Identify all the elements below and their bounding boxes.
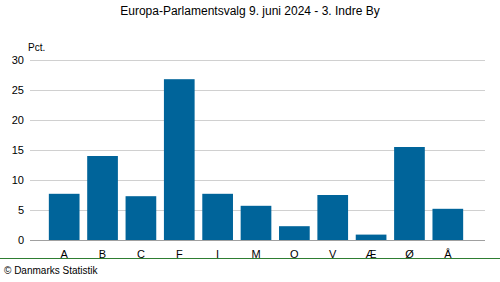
baseline xyxy=(30,240,485,241)
grid-line xyxy=(30,90,485,91)
bar xyxy=(241,206,272,240)
bar xyxy=(202,194,233,240)
chart: Europa-Parlamentsvalg 9. juni 2024 - 3. … xyxy=(0,0,500,282)
x-tick-label: V xyxy=(329,248,337,260)
x-tick-label: Ø xyxy=(405,248,414,260)
grid-line xyxy=(30,120,485,121)
bar xyxy=(394,147,425,240)
bar xyxy=(49,194,80,240)
bar xyxy=(87,156,118,240)
bar xyxy=(279,226,310,240)
x-tick-label: C xyxy=(137,248,145,260)
footer-rule xyxy=(0,258,500,259)
x-tick-label: Å xyxy=(444,248,452,260)
y-tick-label: 0 xyxy=(18,234,24,246)
bar xyxy=(317,195,348,240)
y-axis-label: Pct. xyxy=(28,42,45,53)
x-tick-label: A xyxy=(61,248,69,260)
footer: © Danmarks Statistik xyxy=(4,265,99,276)
title: Europa-Parlamentsvalg 9. juni 2024 - 3. … xyxy=(120,4,379,18)
x-tick-label: Æ xyxy=(366,248,377,260)
bars xyxy=(49,79,463,240)
x-tick-label: O xyxy=(290,248,299,260)
y-tick-label: 20 xyxy=(12,114,24,126)
y-tick-label: 10 xyxy=(12,174,24,186)
bar xyxy=(126,196,157,240)
y-tick-label: 5 xyxy=(18,204,24,216)
y-tick-label: 30 xyxy=(12,54,24,66)
grid-line xyxy=(30,60,485,61)
bar xyxy=(432,209,463,240)
x-tick-label: I xyxy=(216,248,219,260)
bar xyxy=(164,79,195,240)
x-tick-label: M xyxy=(251,248,260,260)
x-tick-label: F xyxy=(176,248,183,260)
y-tick-label: 25 xyxy=(12,84,24,96)
grid-line xyxy=(30,240,485,241)
y-tick-label: 15 xyxy=(12,144,24,156)
bar xyxy=(356,235,387,240)
x-tick-label: B xyxy=(99,248,106,260)
